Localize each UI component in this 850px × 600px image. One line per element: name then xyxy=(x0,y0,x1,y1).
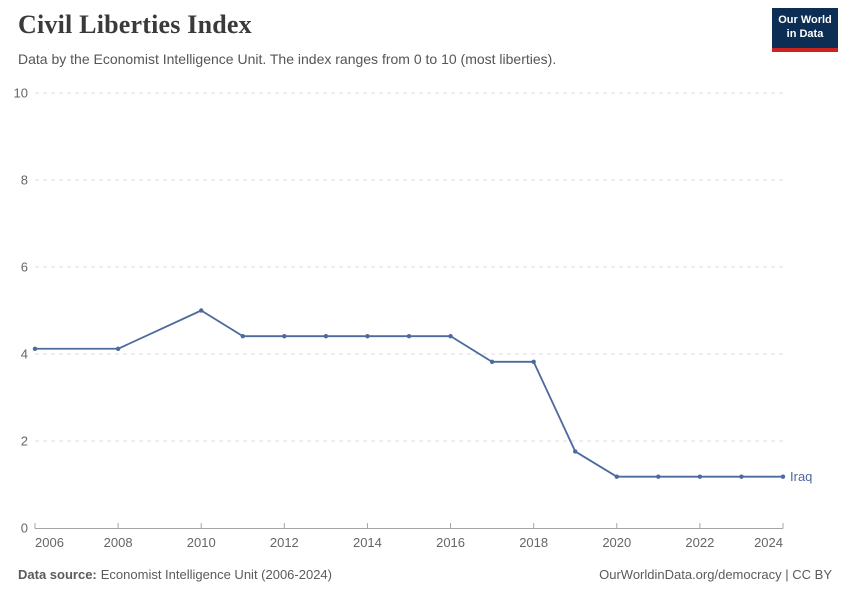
data-point[interactable] xyxy=(656,474,661,479)
x-axis-tick-label: 2008 xyxy=(104,535,133,550)
page-title: Civil Liberties Index xyxy=(18,10,252,39)
y-axis-tick-label: 0 xyxy=(21,521,28,536)
x-axis-tick-label: 2012 xyxy=(270,535,299,550)
x-axis-tick-label: 2022 xyxy=(685,535,714,550)
owid-logo-line2: in Data xyxy=(786,28,824,40)
chart-subtitle: Data by the Economist Intelligence Unit.… xyxy=(18,51,557,67)
x-axis-tick-label: 2024 xyxy=(754,535,783,550)
series-end-label[interactable]: Iraq xyxy=(790,469,812,484)
data-point[interactable] xyxy=(531,359,536,365)
data-point[interactable] xyxy=(32,346,38,351)
data-point[interactable] xyxy=(365,333,370,339)
data-point[interactable] xyxy=(614,474,619,479)
data-point[interactable] xyxy=(323,333,329,339)
x-axis-tick-label: 2010 xyxy=(187,535,216,550)
x-axis-tick-label: 2014 xyxy=(353,535,382,550)
x-axis-tick-label: 2016 xyxy=(436,535,465,550)
data-point[interactable] xyxy=(240,333,245,339)
data-point[interactable] xyxy=(697,474,703,479)
owid-logo-line1: Our World xyxy=(778,14,832,27)
x-axis-tick-label: 2006 xyxy=(35,535,64,550)
x-axis-tick-label: 2018 xyxy=(519,535,548,550)
chart-footer: Data source: Economist Intelligence Unit … xyxy=(0,567,850,582)
data-point[interactable] xyxy=(115,346,121,351)
data-point[interactable] xyxy=(739,474,744,479)
data-point[interactable] xyxy=(282,333,287,339)
data-source-value: Economist Intelligence Unit (2006-2024) xyxy=(100,567,332,582)
y-axis-tick-label: 4 xyxy=(21,347,28,362)
x-axis-tick-label: 2020 xyxy=(602,535,631,550)
y-axis-tick-label: 6 xyxy=(21,260,28,275)
data-point[interactable] xyxy=(448,333,453,339)
owid-logo[interactable]: Our World in Data xyxy=(772,8,838,52)
data-point[interactable] xyxy=(406,333,412,339)
y-axis-tick-label: 10 xyxy=(14,86,28,101)
data-point[interactable] xyxy=(780,474,786,479)
attribution[interactable]: OurWorldinData.org/democracy | CC BY xyxy=(599,567,832,582)
y-axis-tick-label: 2 xyxy=(21,434,28,449)
data-source: Data source: Economist Intelligence Unit … xyxy=(18,567,332,582)
data-point[interactable] xyxy=(489,359,495,365)
data-source-label: Data source: xyxy=(18,567,97,582)
y-axis-tick-label: 8 xyxy=(21,173,28,188)
data-point[interactable] xyxy=(573,449,578,454)
data-point[interactable] xyxy=(199,308,204,313)
